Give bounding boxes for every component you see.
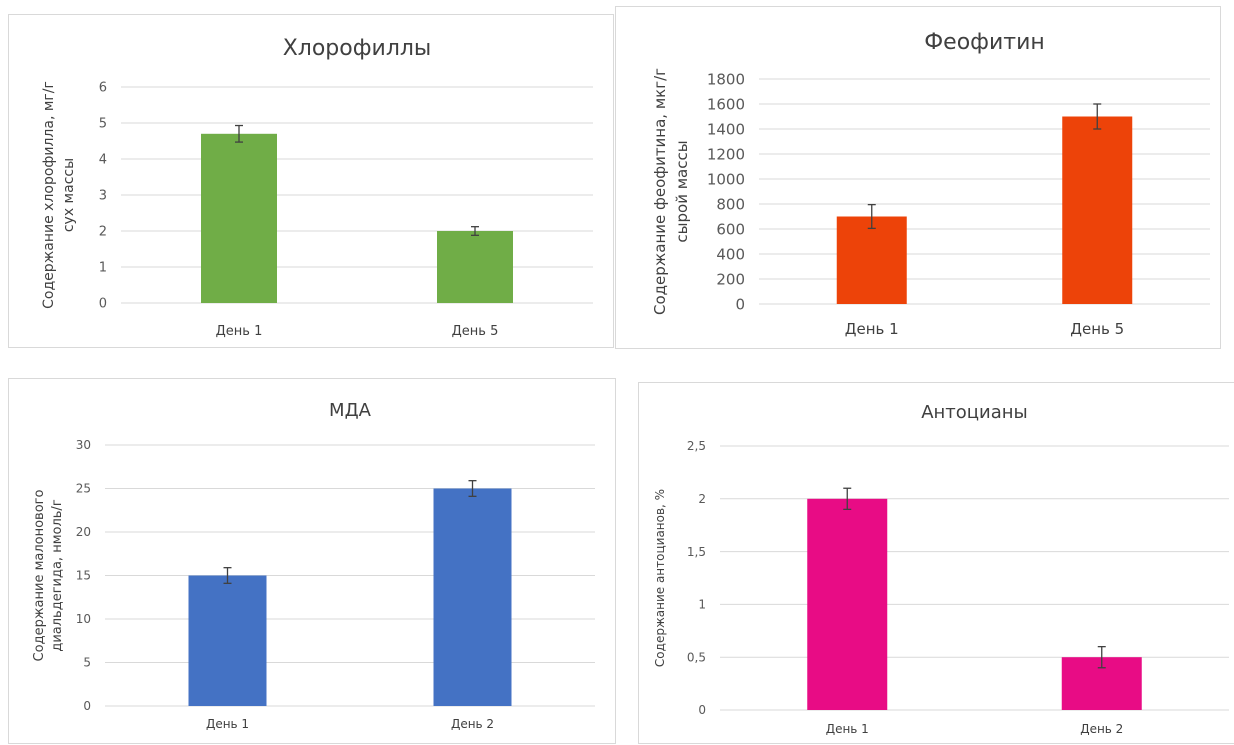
y-tick-label: 4 [99,153,107,168]
y-tick-label: 10 [76,612,91,626]
y-tick-label: 1000 [707,170,745,188]
x-category-label: День 1 [206,717,249,731]
error-bar [1093,103,1102,130]
y-tick-label: 0,5 [687,650,706,664]
y-tick-label: 2 [99,225,107,240]
chart-title: МДА [329,400,372,421]
y-tick-label: 25 [76,482,91,496]
x-category-label: День 1 [845,320,899,338]
chart-title: Антоцианы [921,402,1028,423]
x-category-label: День 1 [216,324,263,339]
chart-mda: МДА 0 5 10 15 20 25 30 Содержание малонового диал… [32,400,595,731]
y-tick-label: 30 [76,438,91,452]
chart-title: Феофитин [924,30,1045,55]
x-category-label: День 2 [451,717,494,731]
error-bar [223,567,232,584]
bar [1062,116,1133,304]
y-tick-label: 1200 [707,145,745,163]
chart-title: Хлорофиллы [283,36,432,61]
chart-panel-pheophytin: Феофитин 0 200 400 600 800 1000 1200 1400 1600 180… [615,6,1221,349]
y-axis-title: Содержание антоцианов, % [653,489,667,667]
y-tick-label: 20 [76,525,91,539]
chart-pheophytin: Феофитин 0 200 400 600 800 1000 1200 1400 1600 180… [651,30,1210,338]
y-tick-label: 2,5 [687,439,706,453]
y-tick-label: 3 [99,189,107,204]
chart-chlorophyll: Хлорофиллы 0 1 2 3 4 5 6 Содержание хлорофилла, … [41,36,593,339]
bar [437,231,513,303]
y-tick-label: 5 [83,656,91,670]
y-axis-title: сырой массы [673,140,691,242]
error-bar [471,226,479,236]
y-tick-label: 6 [99,81,107,96]
y-tick-label: 5 [99,117,107,132]
y-tick-label: 1 [99,261,107,276]
x-category-label: День 2 [1080,722,1123,736]
y-tick-label: 15 [76,569,91,583]
error-bar [1097,645,1106,669]
y-tick-label: 1,5 [687,545,706,559]
error-bar [867,203,876,230]
chart-anthocyanins: Антоцианы 0 0,5 1 1,5 2 2,5 Содержание антоциан… [653,402,1229,736]
bar [836,216,907,304]
y-tick-label: 1400 [707,120,745,138]
error-bar [468,480,477,497]
y-tick-label: 1 [698,598,706,612]
y-tick-label: 400 [716,245,745,263]
y-tick-label: 0 [735,295,745,313]
chart-panel-anthocyanins: Антоцианы 0 0,5 1 1,5 2 2,5 Содержание антоциан… [638,382,1234,744]
chart-panel-mda: МДА 0 5 10 15 20 25 30 Содержание малонового диал… [8,378,616,744]
y-axis-title: диальдегида, нмоль/г [50,499,65,651]
y-tick-label: 0 [99,297,107,312]
y-axis-title: сух массы [61,158,77,232]
x-category-label: День 5 [1070,320,1124,338]
y-axis-title: Содержание феофитина, мкг/г [651,68,669,315]
bar [188,575,267,706]
chart-panel-chlorophyll: Хлорофиллы 0 1 2 3 4 5 6 Содержание хлорофилла, … [8,14,614,348]
y-axis-title: Содержание малонового [32,490,47,662]
y-axis-title: Содержание хлорофилла, мг/г [41,81,57,309]
x-category-label: День 5 [452,324,499,339]
bar [807,498,888,710]
x-category-label: День 1 [826,722,869,736]
y-tick-label: 200 [716,270,745,288]
y-tick-label: 1800 [707,70,745,88]
y-tick-label: 600 [716,220,745,238]
y-tick-label: 1600 [707,95,745,113]
error-bar [843,487,852,511]
y-tick-label: 0 [83,699,91,713]
y-tick-label: 0 [698,703,706,717]
bar [201,133,277,303]
error-bar [235,124,243,143]
bar [433,488,512,706]
y-tick-label: 2 [698,492,706,506]
y-tick-label: 800 [716,195,745,213]
